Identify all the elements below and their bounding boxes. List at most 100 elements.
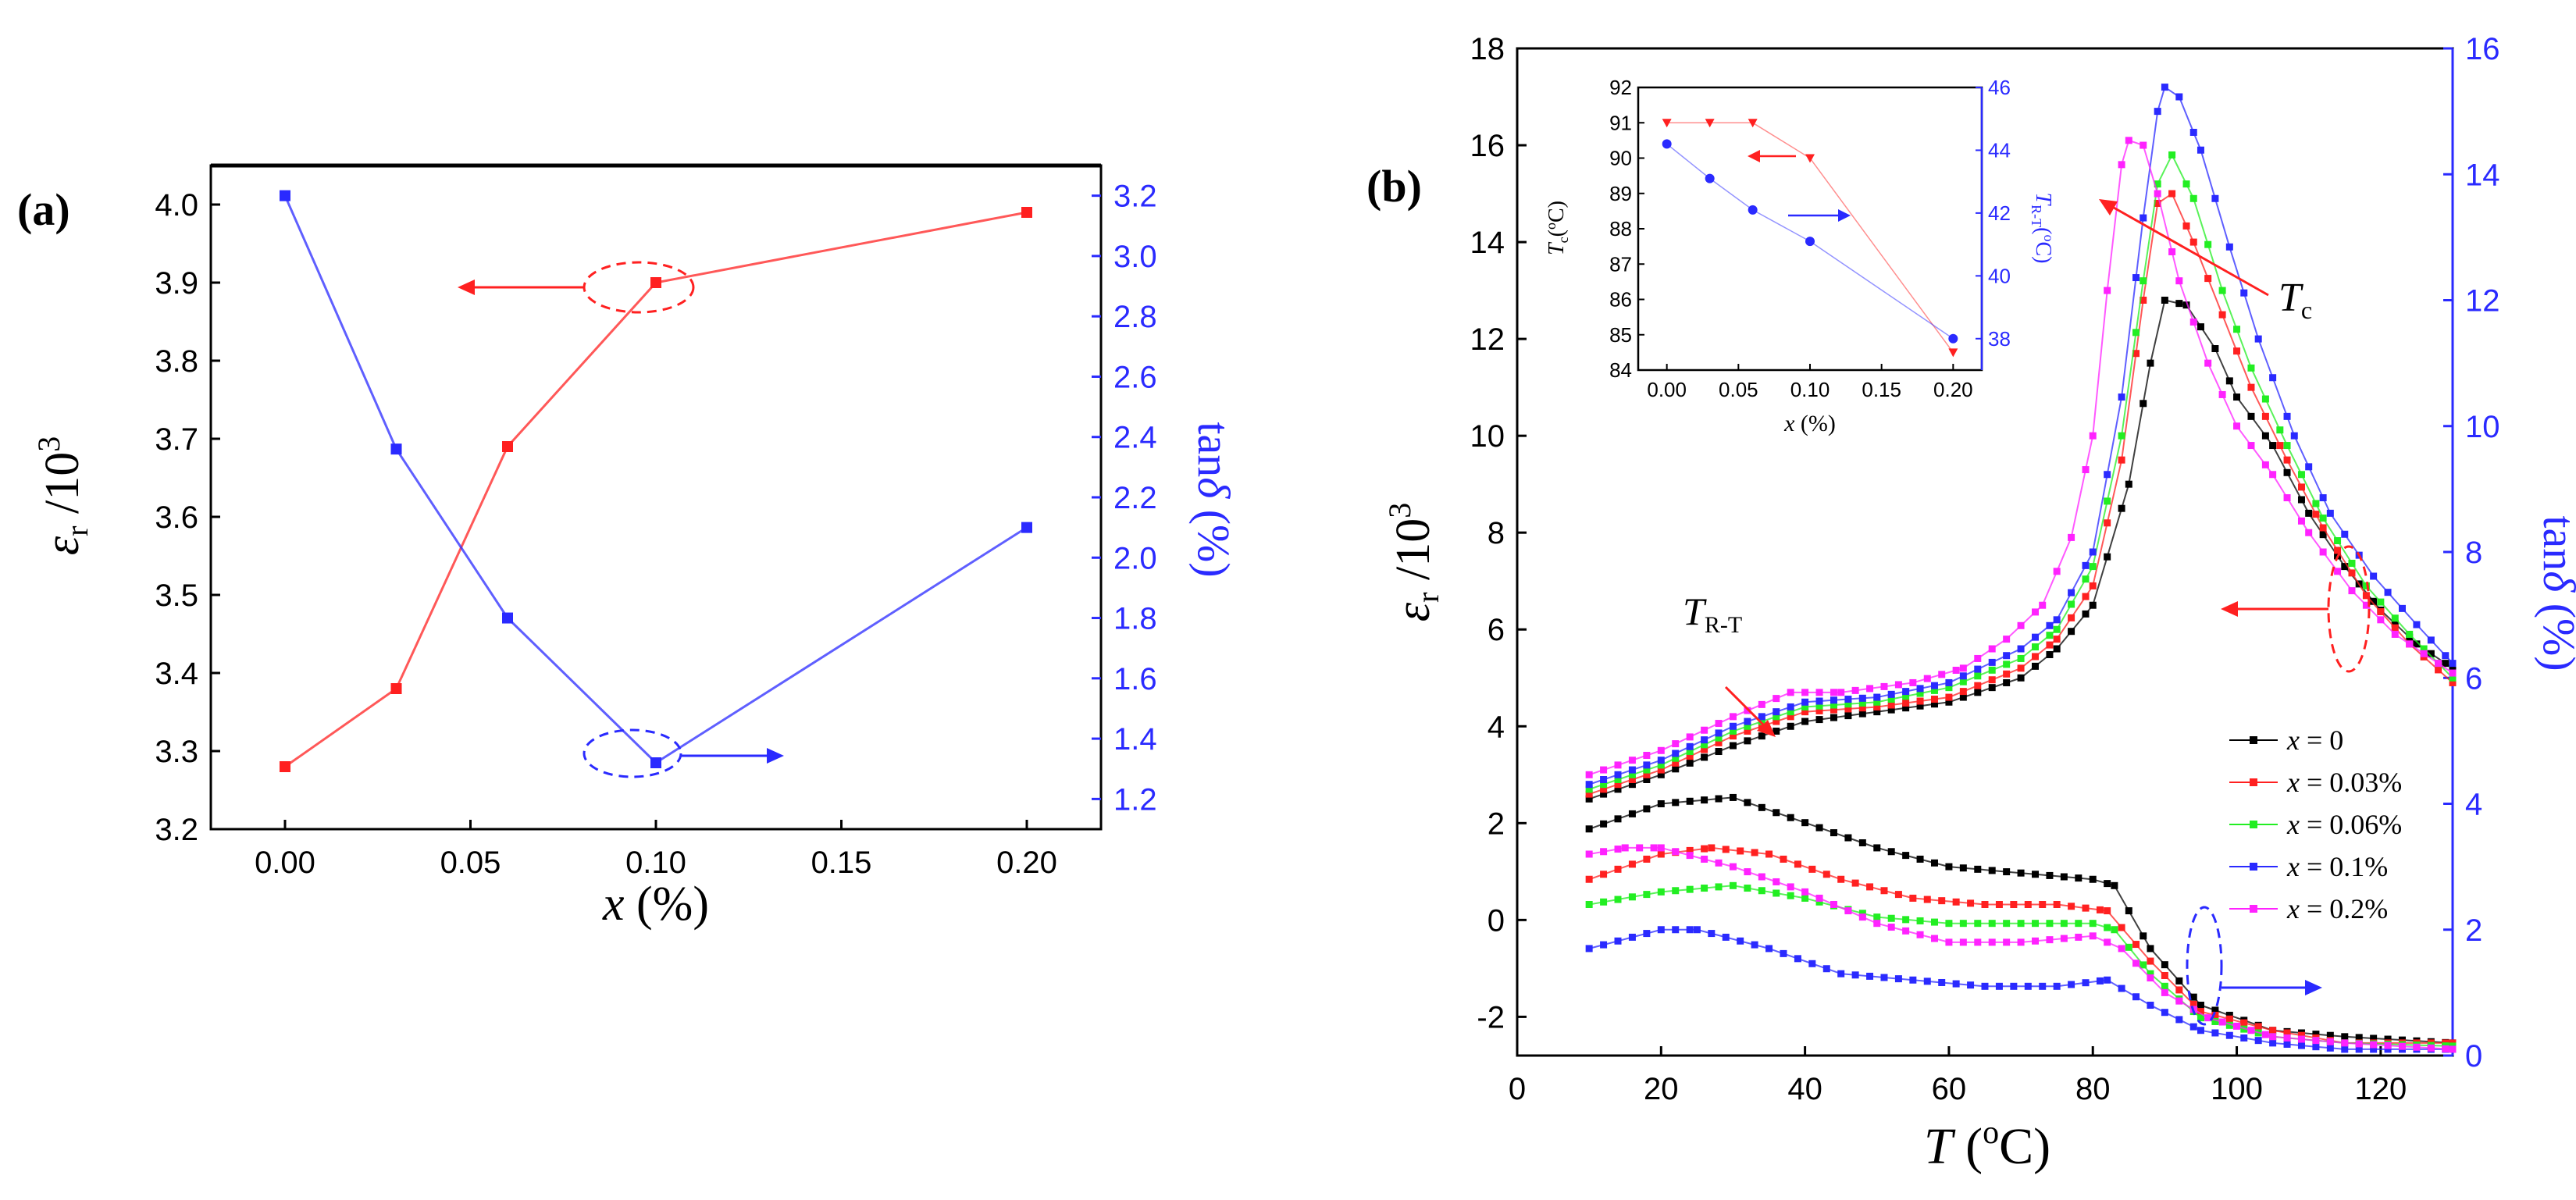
y-right-tick-label: 0 bbox=[2465, 1039, 2482, 1074]
panel-b-loss-magenta-point bbox=[1744, 868, 1751, 876]
panel-b-loss-blue-point bbox=[1851, 971, 1859, 979]
panel-b-permittivity-red-point bbox=[1974, 682, 1982, 689]
panel-b-permittivity-magenta-point bbox=[2334, 568, 2342, 575]
panel-b-loss-black-point bbox=[1744, 799, 1751, 807]
panel-b-loss-green-point bbox=[1686, 885, 1694, 893]
panel-b-permittivity-black-point bbox=[2391, 620, 2399, 628]
panel-a-series-blue-point bbox=[650, 757, 661, 768]
panel-b-permittivity-blue-point bbox=[2254, 335, 2262, 343]
panel-b-y-left-label: εr /103 bbox=[1382, 503, 1445, 622]
panel-b-permittivity-blue-point bbox=[2154, 108, 2161, 116]
panel-b-loss-black-point bbox=[2370, 1034, 2378, 1042]
panel-b-loss-magenta-point bbox=[2449, 1045, 2457, 1053]
panel-b-loss-magenta-point bbox=[2147, 974, 2154, 982]
panel-b-permittivity-black-point bbox=[2341, 563, 2349, 571]
panel-b-permittivity-green-point bbox=[2334, 537, 2342, 545]
panel-b-loss-green-point bbox=[2104, 924, 2111, 931]
panel-b-permittivity-green-point bbox=[2082, 575, 2090, 583]
panel-b-permittivity-green-point bbox=[1873, 698, 1881, 706]
panel-b-loss-red-point bbox=[1701, 845, 1708, 853]
inset-series-red-point bbox=[1805, 154, 1815, 163]
panel-b-permittivity-green-point bbox=[1701, 741, 1708, 749]
panel-b-permittivity-red-point bbox=[2334, 547, 2342, 554]
panel-b-permittivity-magenta-point bbox=[2449, 669, 2457, 677]
panel-b-loss-red-point bbox=[1614, 865, 1622, 873]
panel-b-permittivity-magenta-point bbox=[2068, 533, 2075, 541]
y-left-tick-label: 10 bbox=[1470, 419, 1505, 454]
panel-b-permittivity-blue-point bbox=[2082, 561, 2090, 569]
panel-b-loss-green-point bbox=[1657, 888, 1665, 896]
panel-b-loss-blue-point bbox=[2355, 1045, 2363, 1053]
panel-b-loss-magenta-point bbox=[1887, 924, 1895, 931]
panel-b-permittivity-red-line bbox=[1588, 192, 2453, 796]
panel-b-loss-green-point bbox=[1815, 898, 1823, 906]
panel-b-loss-magenta-point bbox=[2161, 988, 2168, 996]
inset-series-blue-point bbox=[1948, 333, 1958, 344]
panel-b-loss-black-point bbox=[2211, 1006, 2219, 1014]
panel-b-permittivity-blue-point bbox=[1844, 696, 1852, 703]
panel-b-permittivity-green-point bbox=[1902, 693, 1910, 700]
panel-b-loss-magenta-point bbox=[2283, 1034, 2291, 1042]
panel-b-permittivity-green-point bbox=[1815, 702, 1823, 710]
panel-b-permittivity-blue-point bbox=[1758, 713, 1765, 721]
panel-b-permittivity-blue-point bbox=[2046, 621, 2054, 629]
panel-b-loss-blue-point bbox=[2024, 982, 2032, 990]
inset-arrow-left bbox=[1748, 150, 1796, 162]
panel-b-permittivity-magenta-point bbox=[1657, 746, 1665, 754]
panel-b-permittivity-magenta-point bbox=[1686, 733, 1694, 741]
panel-b-loss-blue-point bbox=[1585, 945, 1593, 953]
panel-b-permittivity-magenta-point bbox=[1773, 695, 1780, 703]
panel-b-loss-red-point bbox=[1822, 871, 1830, 878]
panel-b-permittivity-black-point bbox=[1701, 753, 1708, 761]
panel-b-loss-red-point bbox=[1722, 846, 1730, 853]
panel-b-loss-blue-point bbox=[2096, 977, 2104, 985]
panel-b-permittivity-green-point bbox=[1672, 754, 1680, 762]
panel-b-permittivity-magenta-point bbox=[2420, 650, 2428, 657]
x-tick-label: 0.00 bbox=[255, 846, 315, 880]
panel-b-arrow-left bbox=[2221, 601, 2328, 617]
x-tick-label: 60 bbox=[1932, 1072, 1967, 1106]
panel-b-loss-magenta-point bbox=[2326, 1038, 2334, 1045]
panel-b-permittivity-magenta-point bbox=[2168, 247, 2176, 255]
panel-b-loss-green-point bbox=[2147, 970, 2154, 977]
panel-b-loss-magenta-point bbox=[1701, 855, 1708, 863]
panel-b-trt-arrow bbox=[1724, 685, 1776, 737]
panel-b-permittivity-black-point bbox=[2140, 400, 2147, 408]
panel-b-loss-black-point bbox=[1672, 799, 1680, 807]
panel-b-permittivity-magenta-point bbox=[2089, 432, 2097, 440]
panel-b-permittivity-black-point bbox=[1715, 748, 1723, 756]
panel-b-permittivity-blue-point bbox=[2269, 374, 2277, 382]
inset-frame bbox=[1637, 86, 1983, 372]
panel-a-frame bbox=[209, 164, 1103, 831]
panel-b-permittivity-blue-point bbox=[2341, 530, 2349, 538]
panel-b-permittivity-green-point bbox=[2377, 598, 2385, 606]
panel-b-loss-black-point bbox=[2161, 961, 2168, 969]
panel-b-loss-red-point bbox=[1628, 860, 1636, 868]
panel-b-permittivity-green-point bbox=[1844, 700, 1852, 708]
panel-b-loss-red-point bbox=[1880, 887, 1888, 895]
panel-b-loss-red-point bbox=[1708, 844, 1716, 852]
panel-a: (a) 0.00 0.05 0.10 0.15 0.20 3.2 3.3 3.4 3.5 3.6… bbox=[17, 163, 1239, 931]
panel-b-permittivity-red-point bbox=[1945, 693, 1953, 701]
x-tick-label: 0.15 bbox=[811, 846, 872, 880]
panel-b-permittivity-magenta-point bbox=[2435, 660, 2442, 668]
panel-b-permittivity-blue-point bbox=[1945, 678, 1953, 686]
panel-b-loss-blue-point bbox=[1722, 933, 1730, 941]
panel-b-loss-magenta-point bbox=[1773, 878, 1780, 885]
panel-b-loss-red-point bbox=[2118, 924, 2125, 931]
y-left-tick-label: 3.5 bbox=[155, 579, 198, 613]
panel-b-permittivity-blue-point bbox=[1585, 781, 1593, 789]
panel-b-loss-magenta-point bbox=[2075, 933, 2083, 941]
panel-b-permittivity-red-point bbox=[1744, 727, 1751, 735]
y-left-tick-label: 12 bbox=[1470, 322, 1505, 357]
panel-b-loss-red-point bbox=[1909, 894, 1917, 902]
panel-b-permittivity-red-point bbox=[1643, 771, 1651, 778]
inset-y-ticks-left: 84 85 86 87 88 89 90 91 92 bbox=[1609, 76, 1644, 382]
panel-b-loss-magenta-point bbox=[2218, 1018, 2226, 1026]
panel-b-loss-black-point bbox=[2075, 874, 2083, 882]
panel-b-permittivity-black-point bbox=[1787, 722, 1794, 730]
panel-b-loss-green-point bbox=[1643, 891, 1651, 899]
panel-b-permittivity-green-point bbox=[1614, 775, 1622, 783]
y-left-tick-label: 3.9 bbox=[155, 266, 198, 301]
panel-b-permittivity-red-point bbox=[1686, 753, 1694, 760]
